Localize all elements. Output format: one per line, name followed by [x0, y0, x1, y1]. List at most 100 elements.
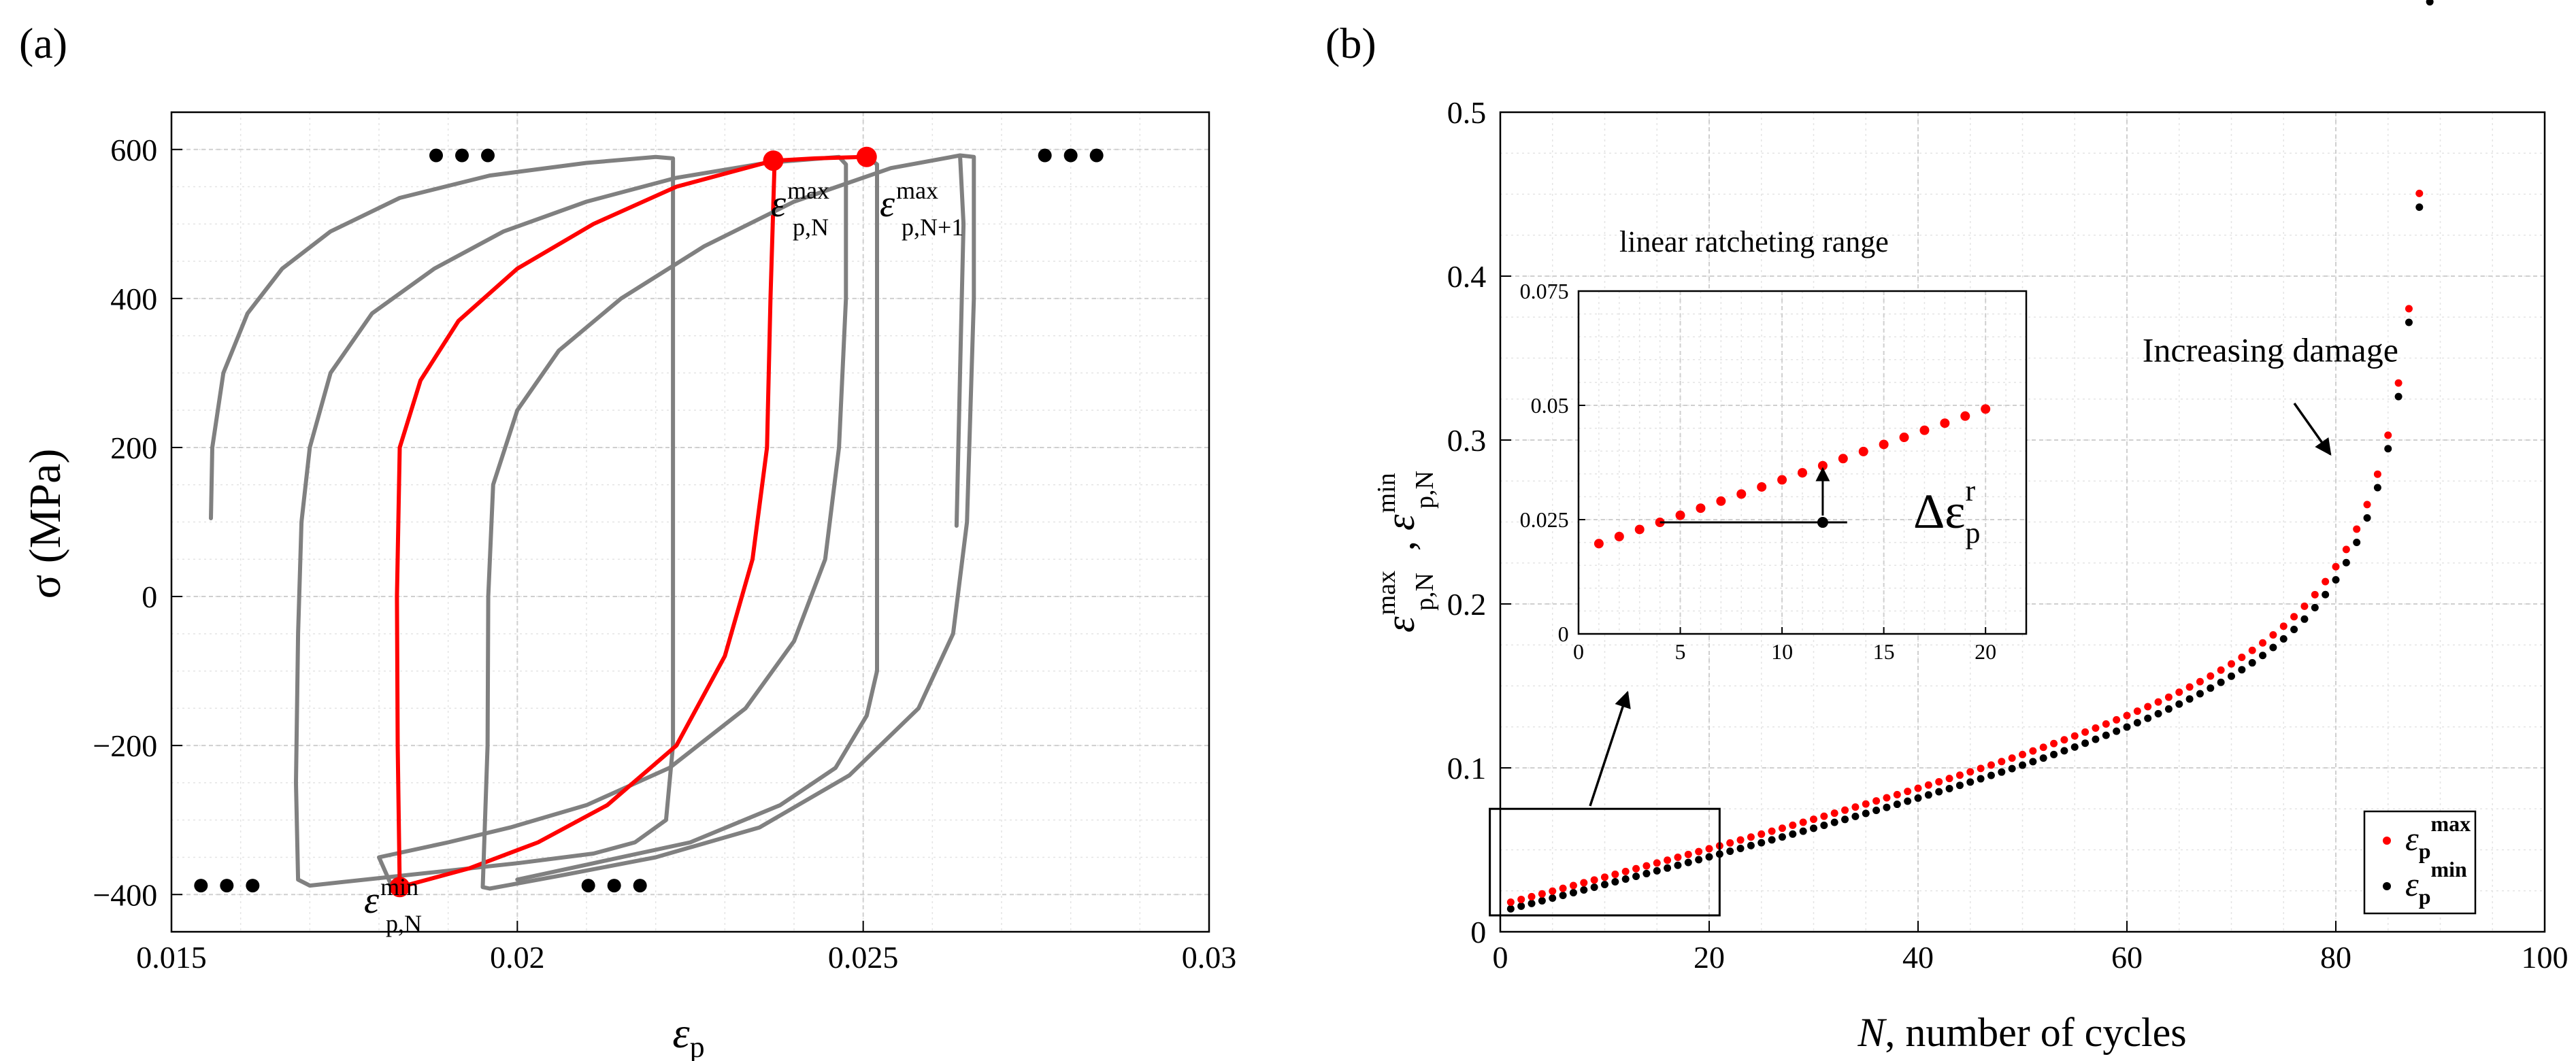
point-max — [1726, 839, 1734, 847]
point-min — [1569, 889, 1577, 897]
legend: εpmax εpmin — [2363, 810, 2477, 915]
strain-marker — [856, 146, 877, 167]
point-min — [1778, 833, 1786, 841]
point-max — [1945, 775, 1953, 783]
inset-x-tick-label: 10 — [1771, 639, 1793, 664]
point-min — [1611, 878, 1619, 886]
point-max — [2185, 683, 2194, 691]
inset-point — [1940, 418, 1950, 428]
point-max — [2039, 743, 2047, 752]
point-max — [1757, 830, 1766, 838]
point-max — [2228, 660, 2235, 668]
panel-a-y-tick-label: −200 — [93, 728, 157, 763]
point-min — [2300, 615, 2309, 623]
point-min — [2238, 666, 2246, 674]
point-min — [2290, 626, 2298, 634]
point-max — [2164, 693, 2173, 701]
panel-b-label: (b) — [1325, 19, 1376, 67]
inset-point — [1919, 425, 1930, 435]
inset-y-tick-label: 0.025 — [1520, 507, 1569, 532]
point-max — [2384, 431, 2392, 439]
increasing-damage-label: Increasing damage — [2143, 331, 2398, 369]
panel-b-y-tick-label: 0.2 — [1447, 587, 1487, 622]
point-max — [1924, 781, 1932, 789]
inset-points — [1594, 404, 1991, 549]
point-min — [2426, 0, 2434, 6]
increasing-damage-arrow — [2293, 402, 2332, 456]
point-max — [2394, 379, 2402, 387]
continuation-dot — [481, 148, 495, 163]
point-max — [1789, 821, 1797, 829]
point-max — [2322, 577, 2330, 586]
continuation-dot — [633, 879, 647, 893]
point-min — [2332, 575, 2340, 584]
point-max — [1883, 794, 1891, 802]
point-max — [1987, 761, 1995, 769]
point-min — [2039, 754, 2047, 762]
curve-cycle-next-1 — [480, 153, 976, 891]
point-max — [1549, 887, 1557, 895]
point-max — [1695, 847, 1703, 856]
inset-point — [1981, 404, 1991, 414]
point-max — [1935, 777, 1943, 786]
point-max — [1538, 890, 1546, 898]
inset-x-tick-label: 0 — [1573, 639, 1584, 664]
point-min — [1955, 781, 1964, 790]
point-min — [1684, 858, 1692, 866]
curve-cycle-prev-2 — [209, 154, 676, 888]
continuation-dot — [607, 879, 621, 893]
point-min — [2415, 203, 2424, 212]
legend-max-marker — [2383, 837, 2391, 845]
point-min — [1893, 801, 1901, 809]
point-min — [1726, 847, 1734, 856]
point-min — [2384, 445, 2392, 453]
point-min — [1998, 768, 2006, 776]
delta-base-point — [1817, 517, 1828, 528]
point-max — [1851, 803, 1860, 811]
point-min — [1538, 896, 1546, 905]
panel-b-y-axis-comma: , — [1378, 541, 1423, 551]
point-max — [1528, 892, 1536, 900]
inset-point — [1716, 496, 1726, 506]
point-max — [2363, 501, 2371, 509]
panel-a-y-axis-title: σ (MPa) — [20, 449, 70, 599]
point-min — [2279, 635, 2288, 643]
panel-b-x-tick-label: 40 — [1902, 940, 1934, 975]
point-min — [1883, 803, 1891, 811]
inset-point — [1879, 439, 1889, 450]
inset-point — [1594, 539, 1604, 549]
inset-point — [1757, 482, 1767, 492]
panel-b-frame — [1499, 111, 2546, 933]
point-max — [1664, 856, 1672, 864]
point-min — [1528, 899, 1536, 907]
point-max — [2102, 720, 2110, 728]
point-max — [1955, 771, 1964, 779]
panel-b-y-tick-label: 0.3 — [1447, 423, 1487, 458]
panel-a-markers — [389, 146, 877, 898]
inset-point — [1858, 446, 1868, 456]
panel-a-y-tick-label: 400 — [110, 282, 157, 316]
continuation-dot — [455, 148, 469, 163]
point-max — [1611, 871, 1619, 879]
inset-point — [1899, 433, 1909, 443]
panel-a-y-tick-label: 600 — [110, 133, 157, 167]
panel-a-x-ticks: 0.015 0.02 0.025 0.03 — [136, 921, 1236, 975]
panel-b-y-tick-label: 0 — [1470, 915, 1486, 949]
point-max — [1674, 854, 1682, 862]
legend-box — [2363, 810, 2477, 915]
point-min — [1757, 839, 1766, 847]
point-max — [2279, 622, 2288, 630]
point-min — [1945, 784, 1953, 792]
point-min — [1642, 869, 1651, 877]
inset-point — [1960, 411, 1970, 421]
legend-min-marker — [2383, 882, 2391, 890]
point-max — [1642, 862, 1651, 870]
panel-a-x-tick-label: 0.03 — [1182, 940, 1237, 975]
point-min — [1705, 853, 1713, 861]
point-max — [1799, 818, 1807, 826]
point-max — [2269, 630, 2277, 639]
point-min — [1799, 827, 1807, 835]
point-min — [1664, 864, 1672, 872]
point-max — [1621, 867, 1630, 875]
point-min — [2019, 761, 2026, 769]
